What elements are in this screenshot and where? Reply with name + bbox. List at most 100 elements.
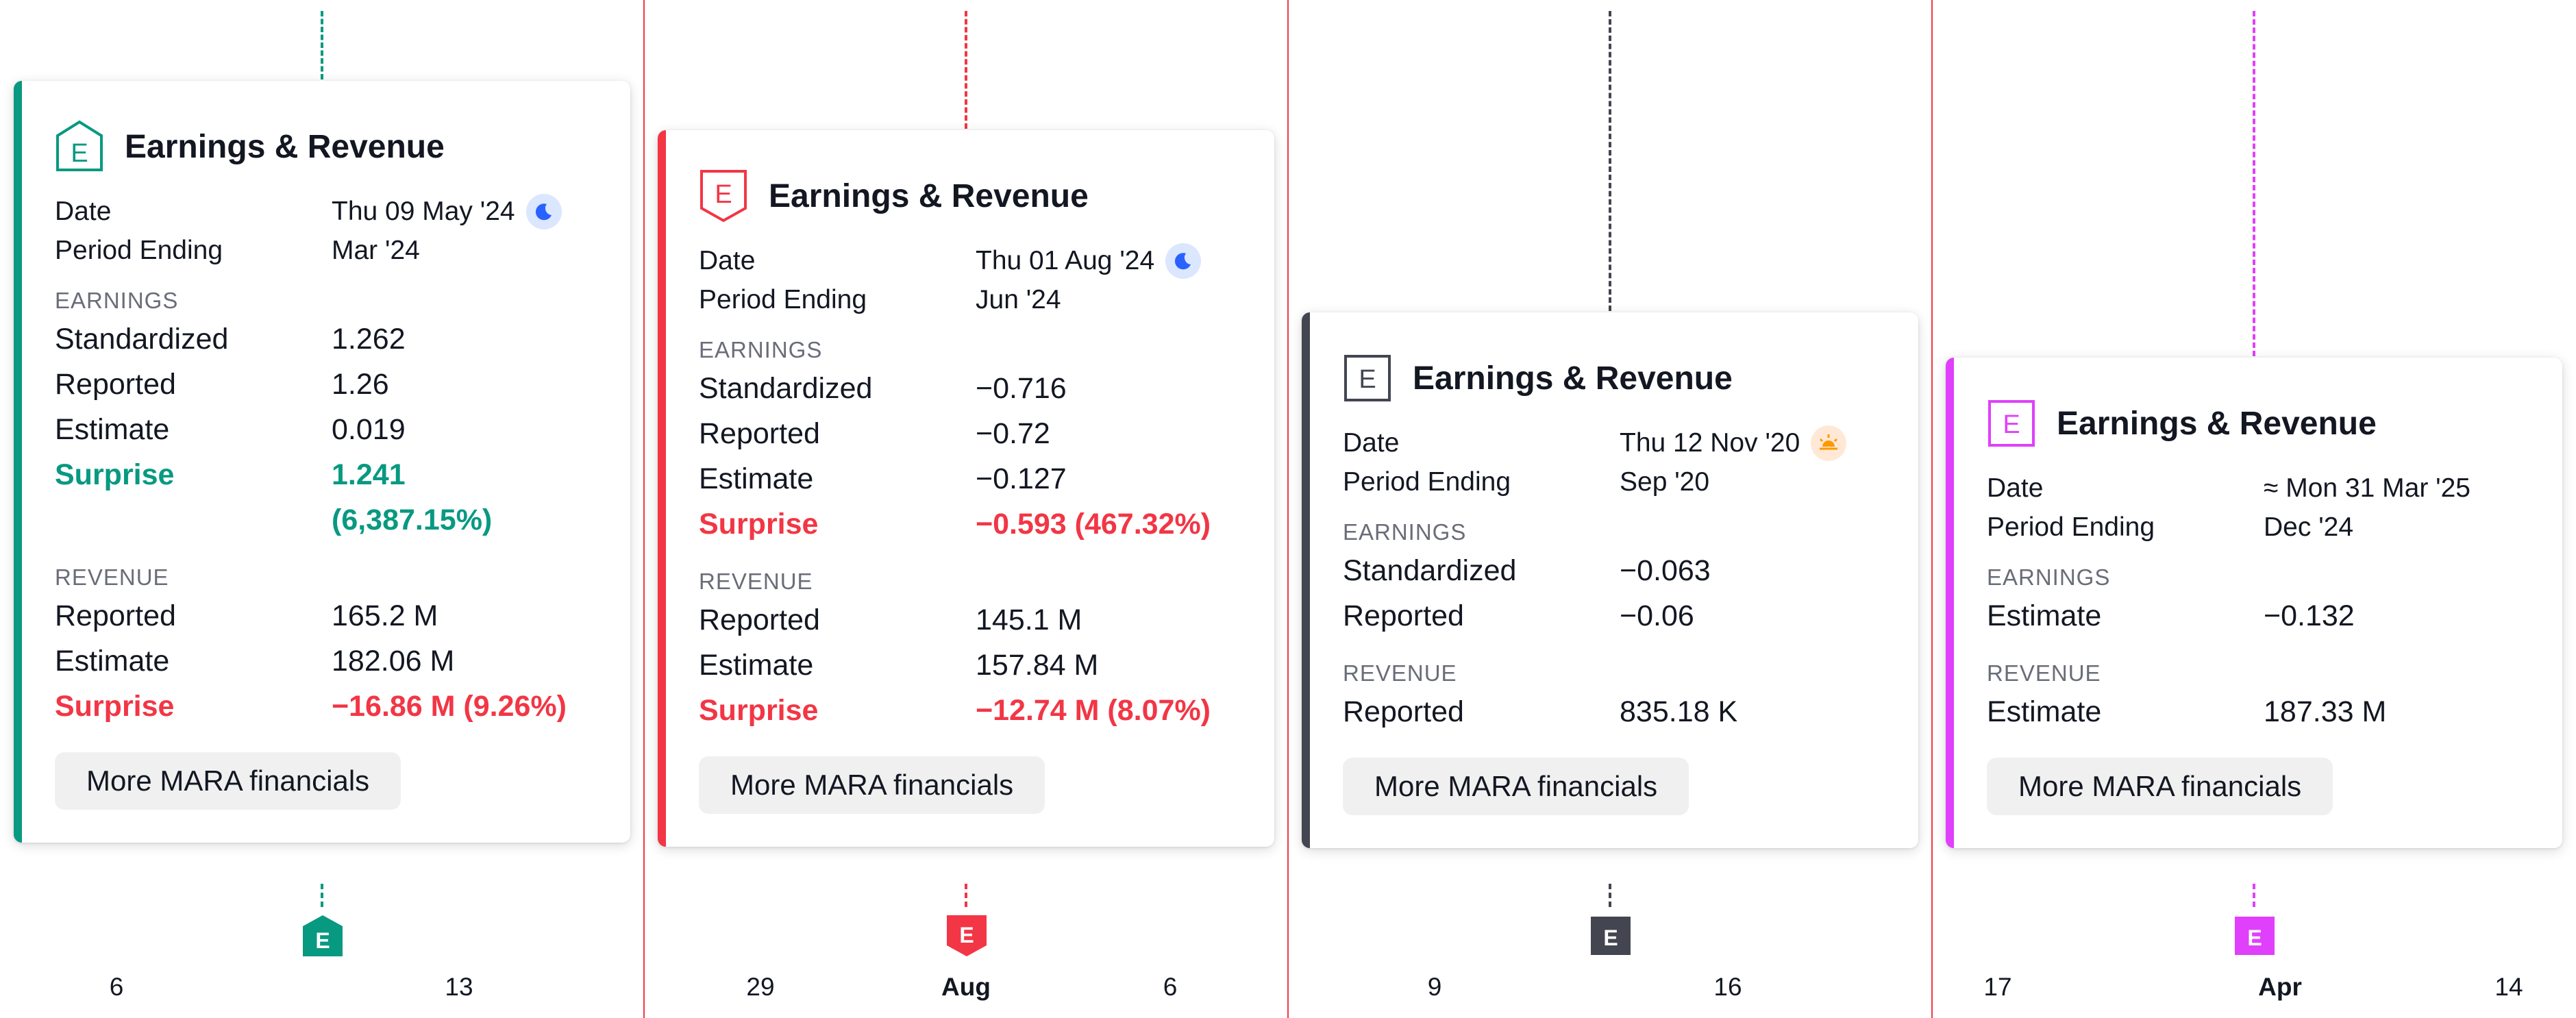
earnings-marker[interactable]: E: [947, 915, 987, 960]
marker-stub: [2253, 884, 2255, 907]
surprise-label: Surprise: [55, 458, 175, 491]
earnings-marker[interactable]: E: [1591, 915, 1631, 960]
standardized-value: 1.262: [332, 323, 406, 356]
revenue-estimate-value: 187.33 M: [2264, 695, 2387, 728]
period-row: Period Ending Jun '24: [699, 280, 1241, 319]
marker-stub: [321, 884, 323, 907]
period-value: Mar '24: [332, 236, 420, 265]
earnings-card: E Earnings & Revenue Date ≈ Mon 31 Mar '2…: [1946, 358, 2562, 848]
standardized-label: Standardized: [699, 372, 873, 405]
earnings-e-icon: E: [700, 170, 747, 223]
surprise-row: Surprise 1.241 (6,387.15%): [55, 452, 597, 543]
revenue-estimate-label: Estimate: [699, 649, 814, 682]
revenue-surprise-value: −16.86 M (9.26%): [332, 690, 567, 723]
earnings-e-icon: E: [56, 120, 103, 171]
revenue-reported-value: 145.1 M: [976, 604, 1082, 636]
revenue-reported-value: 835.18 K: [1620, 695, 1738, 728]
earnings-card: E Earnings & Revenue Date Thu 09 May '24 …: [14, 81, 630, 843]
earnings-marker[interactable]: E: [2235, 915, 2275, 960]
panel-divider: [1287, 0, 1289, 1018]
icon-letter: E: [2003, 410, 2020, 439]
estimate-value: 0.019: [332, 413, 406, 446]
axis-tick: 6: [109, 973, 124, 1001]
axis-tick: 9: [1427, 973, 1442, 1001]
earnings-card: E Earnings & Revenue Date Thu 01 Aug '24 …: [658, 130, 1274, 847]
axis-tick: 29: [746, 973, 775, 1001]
revenue-reported-label: Reported: [55, 599, 176, 632]
reported-label: Reported: [1343, 599, 1464, 632]
date-label: Date: [1987, 473, 2044, 503]
card-title: Earnings & Revenue: [769, 177, 1089, 214]
earnings-heading: EARNINGS: [55, 288, 179, 313]
reported-row: Reported −0.72: [699, 411, 1241, 456]
revenue-reported-row: Reported 165.2 M: [55, 593, 597, 638]
revenue-reported-row: Reported 835.18 K: [1343, 689, 1885, 734]
event-line: [1609, 11, 1611, 311]
earnings-panel-4: E Earnings & Revenue Date ≈ Mon 31 Mar '2…: [1932, 0, 2576, 1018]
date-row: Date Thu 12 Nov '20: [1343, 423, 1885, 462]
earnings-card: E Earnings & Revenue Date Thu 12 Nov '20 …: [1302, 312, 1918, 848]
estimate-row: Estimate 0.019: [55, 407, 597, 452]
icon-letter: E: [71, 139, 88, 168]
date-row: Date ≈ Mon 31 Mar '25: [1987, 469, 2529, 508]
earnings-e-icon: E: [1591, 917, 1631, 955]
standardized-row: Standardized 1.262: [55, 316, 597, 362]
estimate-label: Estimate: [1987, 599, 2102, 632]
reported-row: Reported 1.26: [55, 362, 597, 407]
more-financials-button[interactable]: More MARA financials: [1343, 758, 1689, 815]
earnings-e-icon: E: [2235, 917, 2275, 955]
date-row: Date Thu 09 May '24: [55, 192, 597, 231]
event-line: [965, 11, 967, 129]
revenue-estimate-label: Estimate: [1987, 695, 2102, 728]
period-value: Sep '20: [1620, 467, 1710, 497]
revenue-reported-value: 165.2 M: [332, 599, 438, 632]
card-title: Earnings & Revenue: [2057, 405, 2377, 442]
marker-letter: E: [2247, 926, 2262, 950]
reported-value: −0.72: [976, 417, 1050, 450]
revenue-estimate-value: 157.84 M: [976, 649, 1099, 682]
moon-icon: [525, 193, 562, 229]
date-value: Thu 12 Nov '20: [1620, 428, 1800, 458]
reported-value: 1.26: [332, 368, 389, 401]
estimate-label: Estimate: [55, 413, 170, 446]
card-title: Earnings & Revenue: [125, 128, 445, 165]
sunrise-icon: [1811, 425, 1847, 461]
revenue-reported-label: Reported: [1343, 695, 1464, 728]
marker-stub: [1609, 884, 1611, 907]
earnings-e-icon: E: [1344, 355, 1391, 401]
marker-letter: E: [959, 923, 974, 947]
revenue-surprise-value: −12.74 M (8.07%): [976, 694, 1211, 727]
earnings-e-icon: E: [947, 915, 987, 956]
revenue-surprise-label: Surprise: [699, 694, 819, 727]
event-line: [2253, 11, 2255, 356]
revenue-surprise-row: Surprise −16.86 M (9.26%): [55, 684, 597, 729]
surprise-percent: (6,387.15%): [332, 504, 493, 536]
moon-icon: [1165, 243, 1202, 279]
period-label: Period Ending: [1343, 467, 1511, 497]
earnings-heading: EARNINGS: [699, 337, 823, 362]
axis-tick: 14: [2494, 973, 2523, 1001]
card-title: Earnings & Revenue: [1413, 360, 1733, 397]
icon-letter: E: [715, 180, 732, 209]
earnings-panel-1: E Earnings & Revenue Date Thu 09 May '24 …: [0, 0, 644, 1018]
surprise-label: Surprise: [699, 508, 819, 541]
revenue-surprise-row: Surprise −12.74 M (8.07%): [699, 688, 1241, 733]
axis-tick: Aug: [941, 973, 991, 1001]
revenue-estimate-row: Estimate 182.06 M: [55, 638, 597, 684]
more-financials-button[interactable]: More MARA financials: [699, 756, 1045, 814]
panel-divider: [1931, 0, 1933, 1018]
earnings-marker[interactable]: E: [303, 915, 343, 960]
more-financials-button[interactable]: More MARA financials: [55, 752, 401, 810]
standardized-value: −0.716: [976, 372, 1067, 405]
date-label: Date: [699, 246, 756, 275]
revenue-heading: REVENUE: [55, 564, 169, 590]
period-row: Period Ending Mar '24: [55, 231, 597, 270]
panel-divider: [643, 0, 645, 1018]
date-row: Date Thu 01 Aug '24: [699, 241, 1241, 280]
revenue-surprise-label: Surprise: [55, 690, 175, 723]
period-label: Period Ending: [1987, 512, 2155, 542]
period-row: Period Ending Dec '24: [1987, 508, 2529, 547]
estimate-label: Estimate: [699, 462, 814, 495]
period-value: Jun '24: [976, 285, 1061, 314]
more-financials-button[interactable]: More MARA financials: [1987, 758, 2333, 815]
